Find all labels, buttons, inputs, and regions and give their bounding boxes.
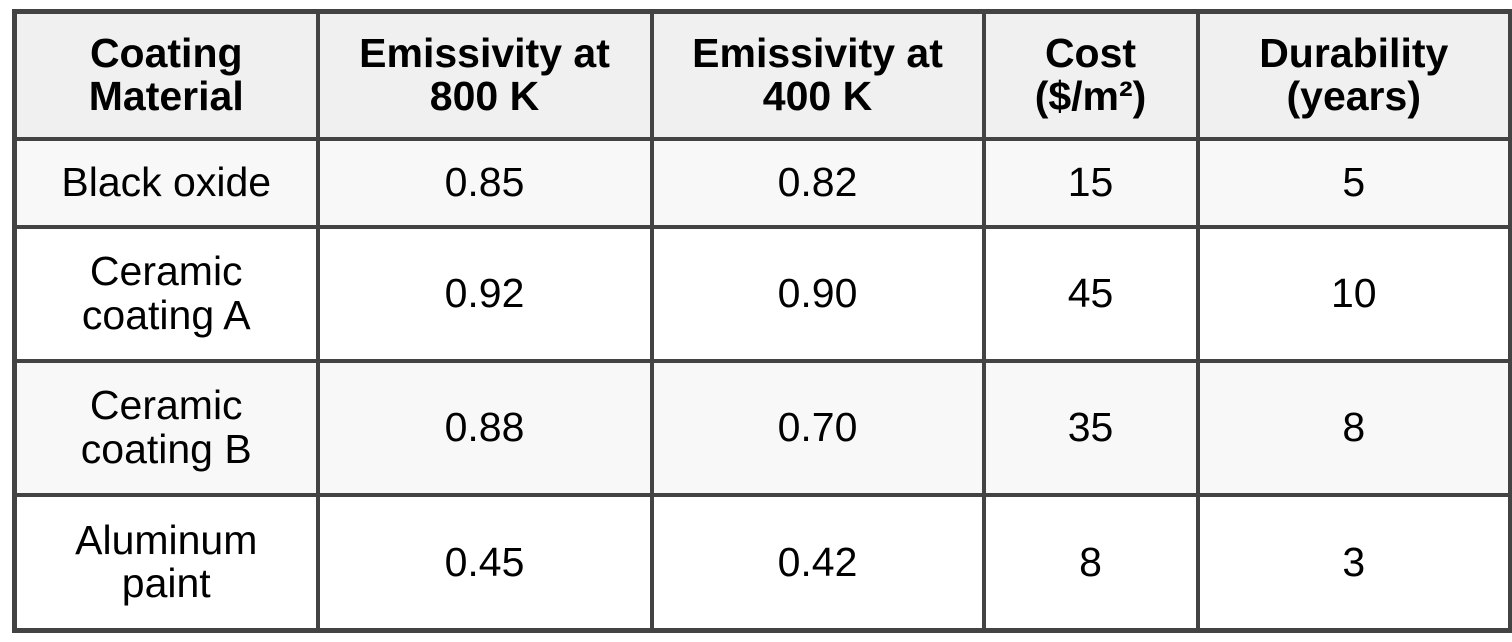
header-cell-emissivity-400k: Emissivity at 400 K xyxy=(649,9,986,141)
cell-emissivity-400k: 0.82 xyxy=(649,136,986,229)
cell-cost: 15 xyxy=(981,136,1200,229)
material-line: coating B xyxy=(80,425,252,472)
cell-material: Ceramic coating A xyxy=(12,224,320,363)
header-line: (years) xyxy=(1286,73,1421,120)
table-row: Ceramic coating A 0.92 0.90 45 10 xyxy=(12,224,1512,363)
material-line: Aluminum xyxy=(75,517,258,564)
cell-cost: 35 xyxy=(981,358,1200,497)
material-line: Ceramic xyxy=(89,248,243,295)
table-row: Aluminum paint 0.45 0.42 8 3 xyxy=(12,492,1512,633)
cell-cost: 45 xyxy=(981,224,1200,363)
cell-material: Ceramic coating B xyxy=(12,358,320,497)
cell-emissivity-400k: 0.90 xyxy=(649,224,986,363)
coating-materials-table: Coating Material Emissivity at 800 K Emi… xyxy=(12,9,1512,633)
cell-durability: 5 xyxy=(1195,136,1512,229)
header-line: Emissivity at xyxy=(359,30,610,77)
cell-cost: 8 xyxy=(981,492,1200,633)
header-cell-durability: Durability (years) xyxy=(1195,9,1512,141)
cell-durability: 10 xyxy=(1195,224,1512,363)
header-row: Coating Material Emissivity at 800 K Emi… xyxy=(12,9,1512,141)
cell-emissivity-800k: 0.45 xyxy=(315,492,654,633)
table-row: Ceramic coating B 0.88 0.70 35 8 xyxy=(12,358,1512,497)
cell-durability: 3 xyxy=(1195,492,1512,633)
cell-emissivity-800k: 0.85 xyxy=(315,136,654,229)
material-line: coating A xyxy=(81,291,251,338)
header-line: 800 K xyxy=(429,73,540,120)
header-line: 400 K xyxy=(762,73,873,120)
material-line: paint xyxy=(121,560,211,607)
header-cell-coating-material: Coating Material xyxy=(12,9,320,141)
cell-durability: 8 xyxy=(1195,358,1512,497)
header-line: Coating xyxy=(89,30,243,77)
cell-emissivity-400k: 0.42 xyxy=(649,492,986,633)
header-line: Material xyxy=(88,73,244,120)
table-row: Black oxide 0.85 0.82 15 5 xyxy=(12,136,1512,229)
cell-material: Black oxide xyxy=(12,136,320,229)
header-line: Cost xyxy=(1044,30,1137,77)
cell-material: Aluminum paint xyxy=(12,492,320,633)
header-cell-cost: Cost ($/m²) xyxy=(981,9,1200,141)
cell-emissivity-800k: 0.92 xyxy=(315,224,654,363)
cell-emissivity-400k: 0.70 xyxy=(649,358,986,497)
material-line: Black oxide xyxy=(61,158,272,205)
cell-emissivity-800k: 0.88 xyxy=(315,358,654,497)
material-line: Ceramic xyxy=(89,382,243,429)
header-line: Durability xyxy=(1259,30,1449,77)
header-cell-emissivity-800k: Emissivity at 800 K xyxy=(315,9,654,141)
header-line: Emissivity at xyxy=(692,30,943,77)
header-line: ($/m²) xyxy=(1034,73,1147,120)
